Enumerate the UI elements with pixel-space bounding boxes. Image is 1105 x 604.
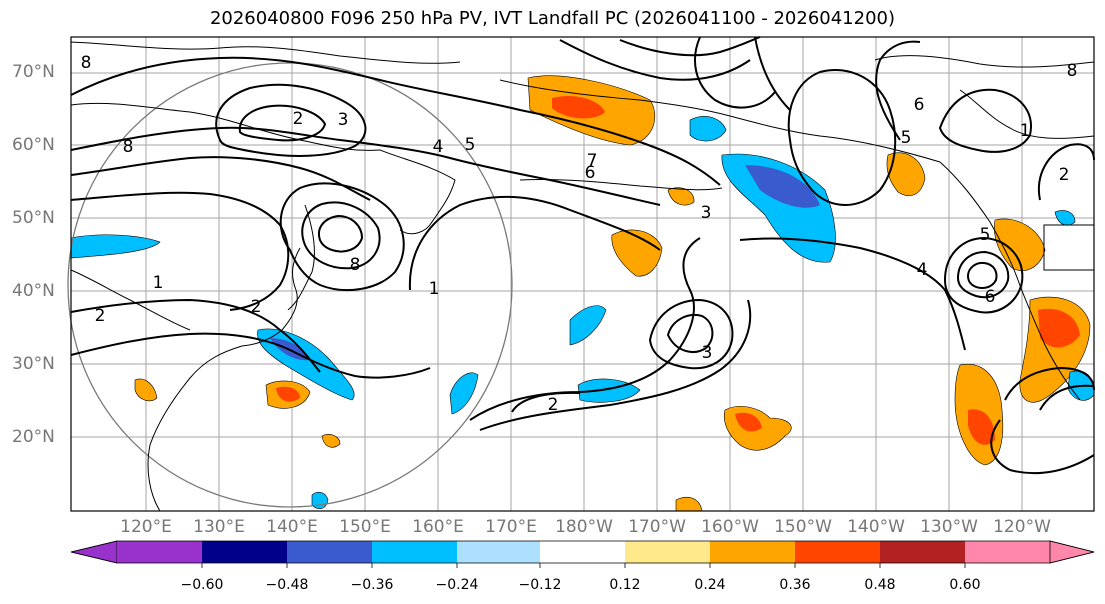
lon-label: 160°E — [412, 517, 464, 537]
lat-label-60n: 60°N — [12, 135, 55, 155]
ivt-negative-patch — [721, 153, 836, 263]
ivt-positive-patch — [667, 187, 695, 206]
colorbar-segment — [117, 541, 202, 563]
lon-label: 140°E — [266, 517, 318, 537]
contour-label: 8 — [81, 53, 92, 73]
contour-label: 2 — [548, 395, 559, 415]
contour-label: 7 — [587, 151, 598, 171]
contour-label: 1 — [153, 273, 164, 293]
contour-label: 3 — [338, 110, 349, 130]
lat-label-30n: 30°N — [12, 354, 55, 374]
ivt-positive-patch — [134, 378, 158, 402]
colorbar-segment — [287, 541, 372, 563]
colorbar-tick-label: 0.60 — [949, 577, 981, 593]
contour-labels: 8 2 3 8 4 5 7 6 8 3 1 1 2 2 3 2 6 5 1 2 … — [81, 53, 1078, 415]
colorbar-segment — [202, 541, 287, 563]
graticule — [71, 37, 1094, 511]
colorbar-tick-label: 0.12 — [609, 577, 641, 593]
colorbar-tick-label: −0.36 — [350, 577, 394, 593]
colorbar-outline — [70, 540, 1095, 564]
colorbar-tick-label: −0.60 — [180, 577, 224, 593]
colorbar-segment — [795, 541, 880, 563]
colorbar-segment — [880, 541, 965, 563]
map-frame — [70, 36, 1095, 512]
lon-label: 160°W — [701, 517, 759, 537]
ivt-positive-core — [552, 95, 605, 119]
ivt-positive-patch — [994, 218, 1046, 271]
contour-label: 8 — [350, 255, 361, 275]
lon-label: 120°E — [120, 517, 172, 537]
contour-label: 3 — [701, 203, 712, 223]
colorbar-tick-label: −0.12 — [518, 577, 562, 593]
contour-label: 6 — [914, 95, 925, 115]
colorbar-extend-low — [70, 540, 118, 564]
contour-label: 3 — [702, 343, 713, 363]
colorbar-segment — [457, 541, 540, 563]
colorbar-segment — [625, 541, 710, 563]
ivt-negative-patch — [689, 116, 727, 142]
ivt-positive-patch — [321, 434, 341, 448]
lon-label: 150°W — [774, 517, 832, 537]
contour-label: 4 — [433, 137, 444, 157]
ivt-negative-patch — [449, 372, 479, 415]
contour-label: 5 — [901, 128, 912, 148]
colorbar-segment — [540, 541, 625, 563]
colorbar-segment — [710, 541, 795, 563]
contour-label: 5 — [465, 135, 476, 155]
contour-label: 2 — [293, 109, 304, 129]
colorbar-extend-high — [1049, 540, 1095, 564]
lon-label: 170°W — [628, 517, 686, 537]
lat-label-50n: 50°N — [12, 208, 55, 228]
contour-label: 4 — [917, 260, 928, 280]
lon-label: 130°E — [193, 517, 245, 537]
pv-contours — [70, 36, 1095, 475]
lon-label: 140°W — [847, 517, 905, 537]
colorbar-segment — [372, 541, 457, 563]
lon-label: 150°E — [339, 517, 391, 537]
ivt-positive-core — [1038, 308, 1080, 348]
ivt-negative-patch — [1054, 210, 1076, 226]
contour-label: 2 — [1059, 165, 1070, 185]
lon-label: 170°E — [485, 517, 537, 537]
colorbar-tick-label: 0.36 — [779, 577, 811, 593]
radius-circle — [67, 62, 513, 508]
contour-label: 8 — [1067, 61, 1078, 81]
colorbar — [70, 540, 1095, 568]
contour-label: 2 — [95, 306, 106, 326]
ivt-positive-core — [735, 412, 762, 432]
ivt-negative-patch — [70, 234, 161, 259]
ivt-negative-patch — [569, 305, 607, 346]
colorbar-tick-label: −0.24 — [435, 577, 479, 593]
lat-label-40n: 40°N — [12, 281, 55, 301]
contour-label: 1 — [429, 279, 440, 299]
ivt-positive-core — [968, 409, 995, 445]
plot-title: 2026040800 F096 250 hPa PV, IVT Landfall… — [209, 8, 896, 29]
contour-label: 6 — [585, 163, 596, 183]
contour-label: 6 — [985, 287, 996, 307]
colorbar-ticks — [201, 563, 966, 568]
colorbar-tick-label: 0.48 — [864, 577, 896, 593]
contour-label: 2 — [251, 297, 262, 317]
lon-label: 180°W — [555, 517, 613, 537]
contour-label: 5 — [980, 225, 991, 245]
lat-label-70n: 70°N — [12, 62, 55, 82]
colorbar-segment — [965, 541, 1050, 563]
ivt-positive-core — [276, 386, 300, 402]
lat-label-20n: 20°N — [12, 427, 55, 447]
contour-label: 1 — [1020, 121, 1031, 141]
lon-label: 120°W — [993, 517, 1051, 537]
ivt-positive-patch — [611, 229, 663, 277]
colorbar-tick-label: −0.48 — [265, 577, 309, 593]
colorbar-tick-label: 0.24 — [694, 577, 726, 593]
ivt-negative-core — [745, 165, 820, 208]
lon-label: 130°W — [920, 517, 978, 537]
contour-label: 8 — [123, 137, 134, 157]
